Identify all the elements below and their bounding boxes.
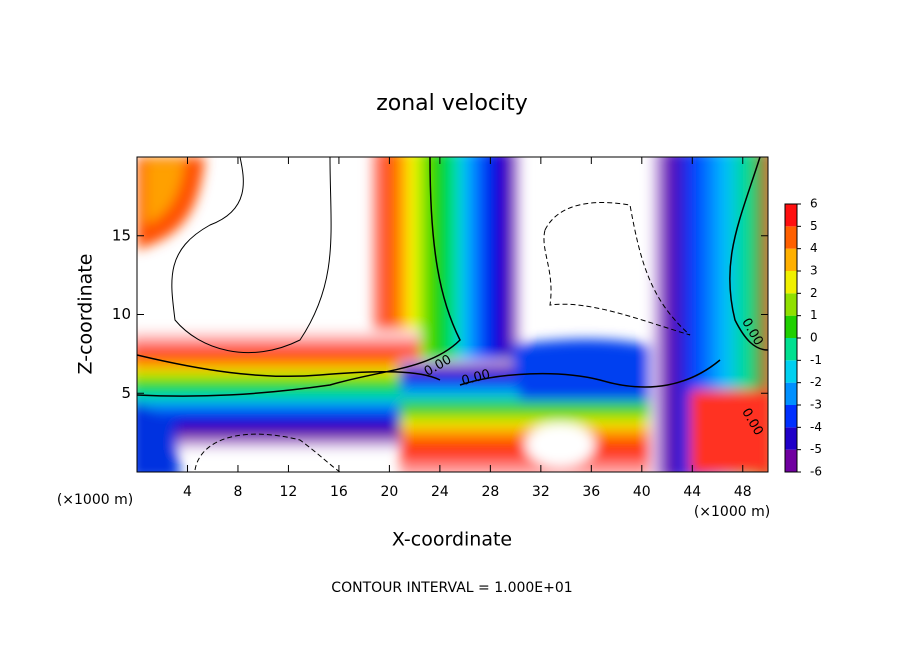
colorbar-swatch bbox=[785, 449, 797, 472]
colorbar-label: -4 bbox=[810, 420, 822, 434]
colorbar-swatch bbox=[785, 315, 797, 338]
y-tick-label: 15 bbox=[112, 226, 131, 244]
colorbar-swatch bbox=[785, 338, 797, 361]
colorbar-label: -1 bbox=[810, 353, 822, 367]
colorbar-swatch bbox=[785, 427, 797, 450]
x-tick-label: 36 bbox=[582, 484, 600, 500]
colorbar-label: -5 bbox=[810, 442, 822, 456]
footer-note: CONTOUR INTERVAL = 1.000E+01 bbox=[331, 580, 572, 596]
colorbar-swatch bbox=[785, 248, 797, 271]
x-tick-label: 24 bbox=[431, 484, 449, 500]
colorbar-swatch bbox=[785, 226, 797, 249]
colorbar-label: -3 bbox=[810, 398, 822, 412]
x-tick-label: 44 bbox=[683, 484, 701, 500]
x-unit-label: (×1000 m) bbox=[57, 492, 133, 508]
x-tick-label: 28 bbox=[481, 484, 499, 500]
x-tick-label: 48 bbox=[734, 484, 752, 500]
x-tick-label: 16 bbox=[330, 484, 348, 500]
y-tick-label: 10 bbox=[112, 305, 131, 323]
contour-field bbox=[137, 157, 768, 472]
colorbar-label: 5 bbox=[810, 219, 818, 233]
x-tick-label: 20 bbox=[380, 484, 398, 500]
colorbar-label: 6 bbox=[810, 197, 818, 211]
chart-title: zonal velocity bbox=[376, 91, 528, 116]
colorbar-label: 1 bbox=[810, 308, 818, 322]
x-unit-label: (×1000 m) bbox=[694, 504, 770, 520]
y-axis-label: Z-coordinate bbox=[75, 254, 97, 375]
contour-label: 0.00 bbox=[460, 367, 492, 389]
colorbar-swatch bbox=[785, 360, 797, 383]
colorbar-swatch bbox=[785, 271, 797, 294]
colorbar-label: -6 bbox=[810, 465, 822, 479]
colorbar-swatch bbox=[785, 293, 797, 316]
x-tick-label: 8 bbox=[233, 484, 242, 500]
colorbar-swatch bbox=[785, 204, 797, 227]
colorbar-label: 3 bbox=[810, 264, 818, 278]
colorbar-label: 2 bbox=[810, 286, 818, 300]
colorbar-swatch bbox=[785, 382, 797, 405]
colorbar-label: -2 bbox=[810, 375, 822, 389]
colorbar-label: 4 bbox=[810, 241, 818, 255]
x-tick-label: 32 bbox=[532, 484, 550, 500]
x-axis-label: X-coordinate bbox=[392, 529, 512, 551]
x-tick-label: 40 bbox=[633, 484, 651, 500]
colorbar-label: 0 bbox=[810, 331, 818, 345]
x-tick-label: 4 bbox=[183, 484, 192, 500]
x-tick-label: 12 bbox=[280, 484, 298, 500]
y-tick-label: 5 bbox=[121, 384, 131, 402]
colorbar-swatch bbox=[785, 405, 797, 428]
